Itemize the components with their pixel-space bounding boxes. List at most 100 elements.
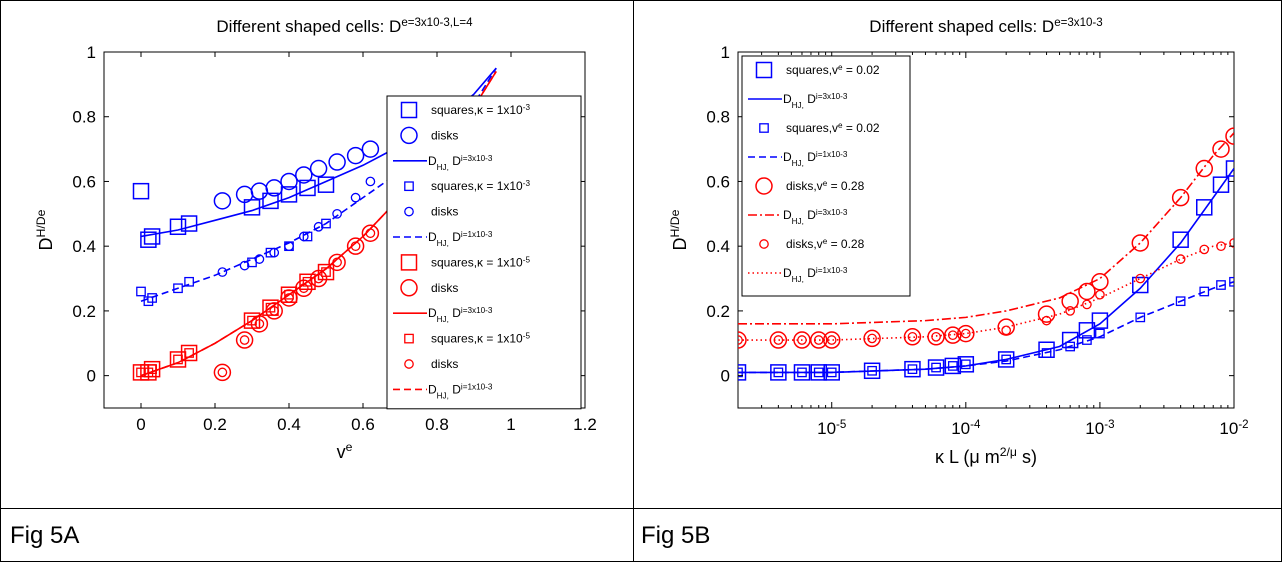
data-point-s0-8 bbox=[299, 179, 316, 197]
y-tick-label: 0.6 bbox=[706, 172, 730, 191]
legend-label-7: DHJ, Di=1x10-3 bbox=[783, 266, 848, 284]
data-point-s3-7 bbox=[931, 331, 941, 342]
legend-marker-2 bbox=[759, 123, 769, 133]
legend-marker-4 bbox=[755, 177, 773, 195]
data-point-s0-0 bbox=[738, 364, 747, 381]
data-point-s1-15 bbox=[1135, 312, 1146, 323]
x-tick-label: 0.4 bbox=[277, 415, 301, 434]
data-point-s3-9 bbox=[960, 328, 971, 339]
data-point-s6-0 bbox=[136, 367, 146, 378]
data-point-s7-9 bbox=[365, 228, 376, 239]
y-tick-label: 1 bbox=[721, 43, 730, 62]
data-point-s7-5 bbox=[298, 283, 309, 294]
data-point-s5-6 bbox=[309, 269, 328, 288]
data-point-s7-3 bbox=[269, 306, 280, 316]
x-tick-label: 1 bbox=[506, 415, 515, 434]
data-point-s7-2 bbox=[254, 319, 265, 329]
data-point-s5-7 bbox=[328, 253, 346, 272]
data-point-s3-9 bbox=[365, 176, 376, 187]
data-point-s1-13 bbox=[1082, 335, 1092, 345]
data-point-s2-4 bbox=[822, 331, 841, 349]
x-axis-label: ve bbox=[337, 440, 353, 462]
data-point-s3-3 bbox=[813, 335, 824, 345]
data-point-s3-4 bbox=[284, 241, 294, 252]
data-point-s1-6 bbox=[309, 159, 328, 178]
y-tick-label: 0.4 bbox=[706, 237, 730, 256]
y-axis-label: DH/De bbox=[34, 209, 56, 250]
data-point-s1-8 bbox=[947, 361, 958, 371]
chart-fig-5b: 0 0.2 0.4 0.6 0.8 1 10-5 10-4 10-3 10-2 Different … bbox=[668, 17, 1249, 467]
legend-marker-9 bbox=[404, 333, 414, 344]
legend-label-4: disks,ve = 0.28 bbox=[786, 179, 865, 194]
legend-label-1: DHJ, Di=3x10-3 bbox=[783, 92, 848, 110]
data-point-s2-0 bbox=[136, 286, 146, 297]
data-point-s3-0 bbox=[738, 335, 743, 345]
legend-marker-7 bbox=[400, 279, 418, 297]
data-point-s0-6 bbox=[262, 192, 279, 210]
data-point-s1-4 bbox=[280, 172, 298, 191]
data-point-s3-4 bbox=[826, 335, 837, 345]
legend-marker-10 bbox=[404, 359, 414, 369]
data-point-s3-17 bbox=[1199, 244, 1210, 255]
data-point-s0-5 bbox=[863, 362, 881, 380]
legend-label-8: DHJ, Di=3x10-3 bbox=[428, 306, 493, 324]
y-tick-label: 0 bbox=[721, 367, 730, 386]
data-point-s7-1 bbox=[239, 335, 250, 345]
data-point-s0-7 bbox=[280, 186, 298, 203]
data-point-s7-4 bbox=[284, 293, 294, 303]
data-point-s3-19 bbox=[1229, 238, 1234, 248]
data-point-s3-16 bbox=[1175, 254, 1186, 264]
legend-label-11: DHJ, Di=1x10-3 bbox=[428, 382, 493, 400]
data-point-s0-16 bbox=[1172, 231, 1189, 248]
data-point-s1-3 bbox=[813, 367, 824, 378]
data-point-s6-9 bbox=[321, 267, 331, 277]
legend-label-7: disks bbox=[431, 281, 458, 295]
data-point-s2-6 bbox=[265, 247, 276, 258]
data-point-s1-19 bbox=[1229, 276, 1234, 287]
data-point-s3-3 bbox=[269, 247, 280, 258]
data-point-s0-8 bbox=[944, 357, 962, 375]
data-point-s5-8 bbox=[346, 237, 365, 255]
data-point-s2-13 bbox=[1078, 282, 1096, 301]
data-point-s2-6 bbox=[903, 328, 922, 346]
data-point-s0-4 bbox=[180, 215, 198, 232]
legend-label-6: disks,ve = 0.28 bbox=[786, 237, 865, 252]
legend-marker-6 bbox=[759, 239, 769, 249]
y-tick-label: 0.2 bbox=[706, 302, 730, 321]
legend-marker-4 bbox=[404, 206, 414, 217]
data-point-s0-2 bbox=[143, 228, 161, 245]
legend-label-5: DHJ, Di=1x10-3 bbox=[428, 230, 493, 248]
data-point-s3-10 bbox=[1001, 325, 1012, 336]
x-tick-label: 10-2 bbox=[1219, 419, 1248, 438]
caption-fig-5a: Fig 5A bbox=[10, 522, 80, 549]
data-point-s4-6 bbox=[262, 299, 279, 316]
data-point-s2-8 bbox=[944, 326, 962, 344]
data-point-s3-18 bbox=[1216, 241, 1226, 252]
legend-label-2: squares,ve = 0.02 bbox=[786, 121, 880, 136]
legend-marker-6 bbox=[400, 254, 418, 271]
y-tick-label: 0.4 bbox=[72, 237, 96, 256]
y-axis-label: DH/De bbox=[668, 209, 690, 250]
data-point-s1-2 bbox=[797, 367, 807, 378]
data-point-s0-17 bbox=[1196, 199, 1213, 216]
data-point-s1-4 bbox=[826, 367, 837, 378]
data-point-s2-0 bbox=[738, 331, 747, 349]
data-point-s6-3 bbox=[173, 354, 183, 365]
legend-box bbox=[386, 95, 582, 410]
data-point-s6-2 bbox=[147, 364, 157, 375]
table-divider-vertical bbox=[633, 0, 634, 562]
data-point-s6-7 bbox=[284, 289, 294, 300]
x-tick-label: 10-5 bbox=[817, 419, 846, 438]
x-tick-label: 1.2 bbox=[573, 415, 597, 434]
data-point-s1-7 bbox=[328, 153, 346, 171]
data-point-s2-5 bbox=[863, 329, 881, 348]
data-point-s7-8 bbox=[350, 241, 361, 252]
data-point-s3-11 bbox=[1041, 315, 1052, 326]
data-point-s3-8 bbox=[350, 192, 361, 203]
legend-label-2: DHJ, Di=3x10-3 bbox=[428, 153, 493, 171]
legend-marker-3 bbox=[404, 181, 414, 192]
legend-label-4: disks bbox=[431, 205, 458, 219]
table-divider-horizontal bbox=[0, 508, 1282, 509]
data-point-s3-1 bbox=[239, 260, 250, 271]
chart-title: Different shaped cells: De=3x10-3 bbox=[869, 17, 1102, 36]
